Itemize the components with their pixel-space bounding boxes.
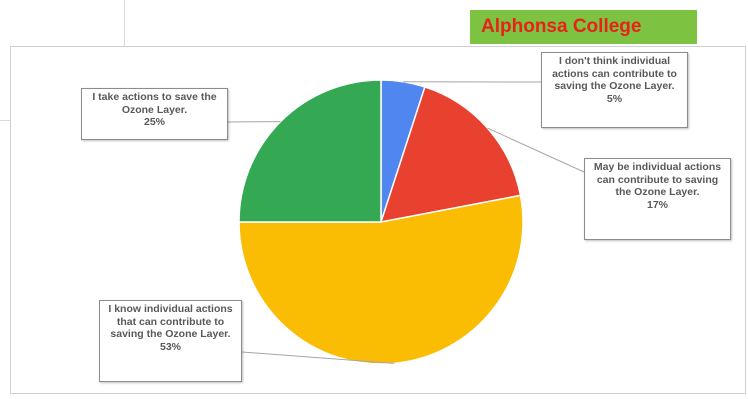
slice-value-label: 5% <box>606 92 623 105</box>
slice-value-label: 17% <box>646 198 668 211</box>
slice-label-take-actions: I take actions to save the Ozone Layer. 2… <box>81 88 228 140</box>
slice-label-may-be: May be individual actions can contribute… <box>584 158 731 240</box>
leader-line-may-be <box>487 127 585 173</box>
slice-label-text: I know individual actions that can contr… <box>108 303 233 340</box>
background-divider-horizontal <box>0 120 10 121</box>
background-divider-vertical <box>124 0 125 46</box>
leader-line-i-know <box>241 351 395 364</box>
slice-label-i-know: I know individual actions that can contr… <box>99 300 242 382</box>
slice-label-text: I take actions to save the Ozone Layer. <box>92 91 217 116</box>
pie-slice-may-be <box>379 86 522 223</box>
slice-value-label: 53% <box>159 340 181 353</box>
slice-value-label: 25% <box>143 116 165 128</box>
slice-label-text: May be individual actions can contribute… <box>593 161 722 198</box>
pie-slice-take-actions <box>238 79 382 223</box>
slice-label-text: I don't think individual actions can con… <box>552 55 677 92</box>
slice-label-dont-think: I don't think individual actions can con… <box>541 52 688 128</box>
college-name-banner: Alphonsa College <box>470 10 697 44</box>
